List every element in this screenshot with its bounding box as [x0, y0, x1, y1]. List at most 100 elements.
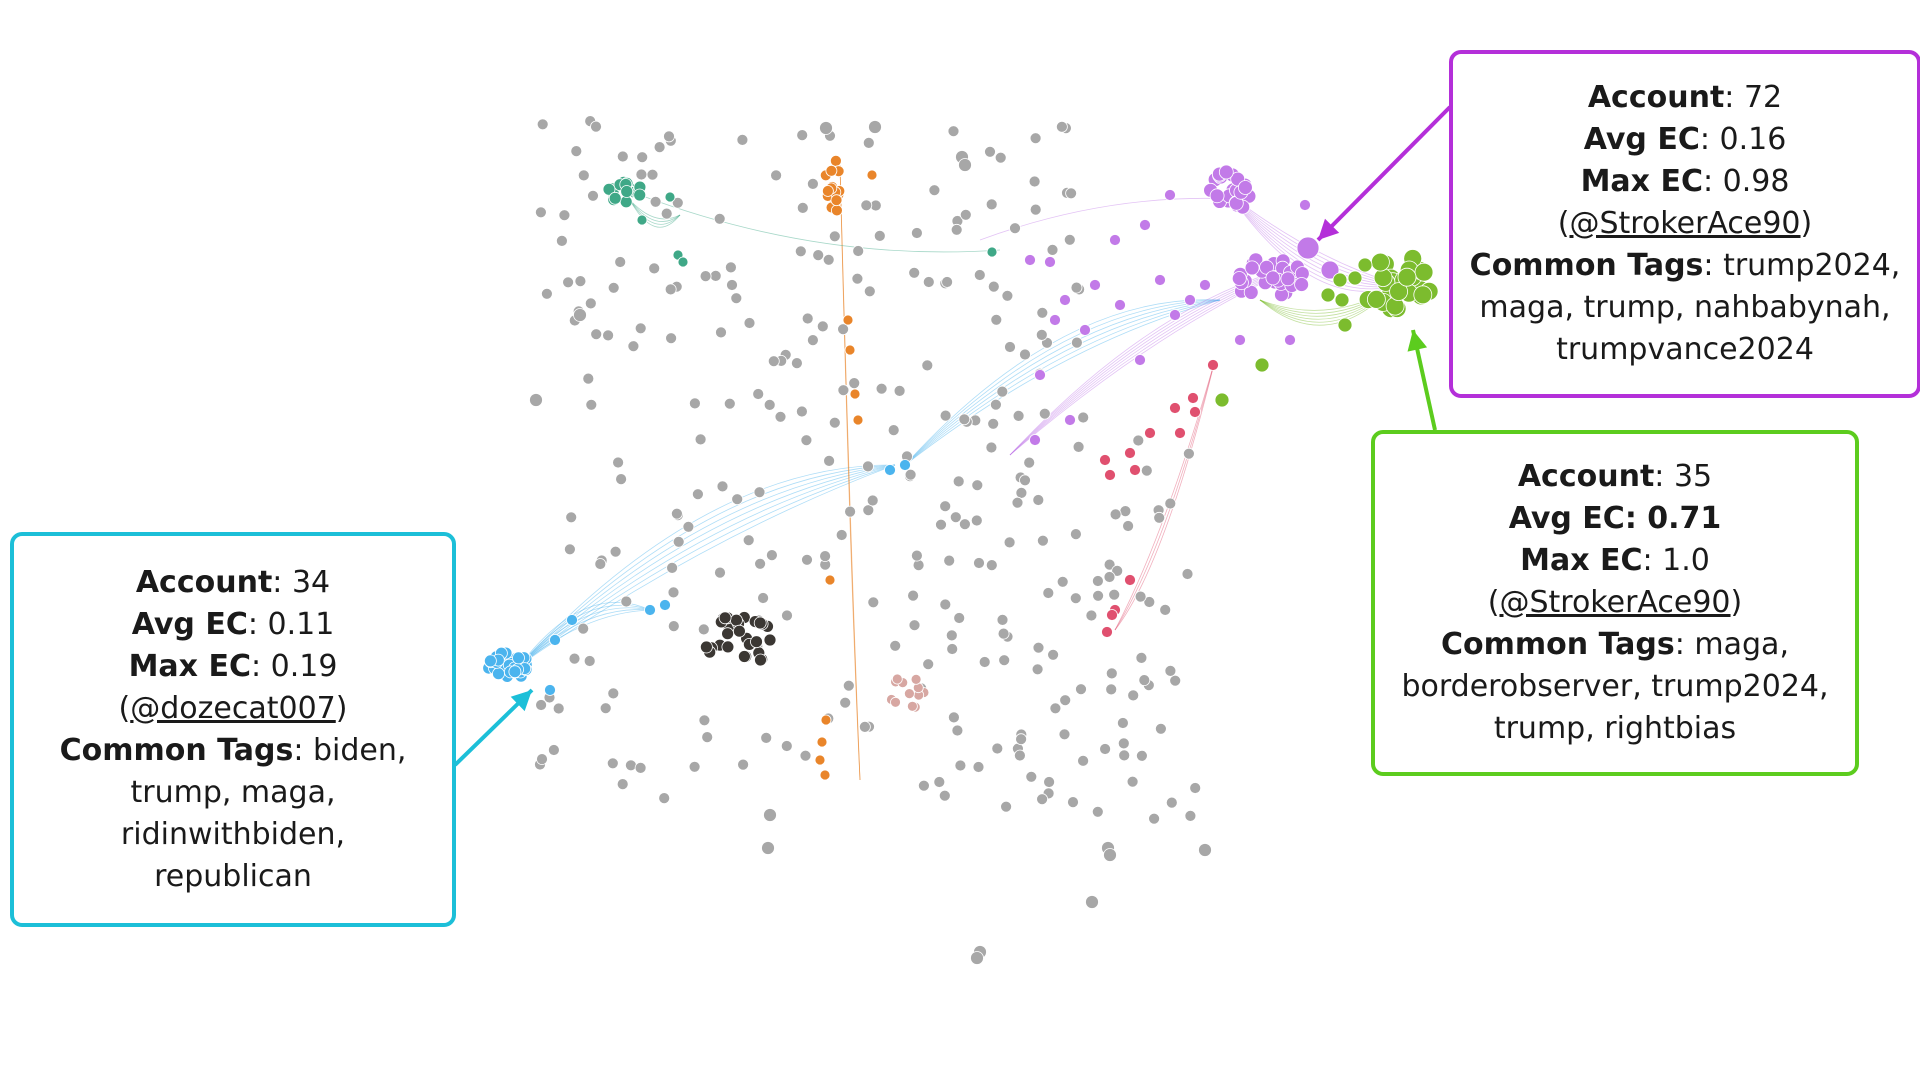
gray-node — [562, 276, 574, 289]
gray-node — [577, 169, 590, 182]
gray-node — [1140, 464, 1153, 477]
gray-node — [570, 145, 583, 158]
blue-cluster-node — [492, 667, 505, 681]
pink-edge — [1114, 359, 1216, 631]
gray-node — [851, 272, 864, 285]
teal-node — [636, 214, 648, 226]
gray-node — [953, 612, 966, 624]
gray-node — [985, 198, 998, 211]
gray-node — [799, 749, 812, 762]
gray-node — [1019, 474, 1031, 487]
purple-node — [1134, 354, 1146, 366]
gray-node — [1025, 770, 1038, 783]
gray-node — [862, 460, 874, 473]
green-cluster-node — [1414, 262, 1434, 282]
gray-node — [1071, 336, 1083, 349]
gray-node — [1065, 187, 1077, 200]
colon: : — [1702, 164, 1723, 199]
gray-node — [933, 776, 946, 788]
blue-edge — [519, 464, 896, 666]
gray-node — [1032, 641, 1045, 654]
gray-node — [1056, 575, 1069, 588]
gray-node — [552, 702, 565, 715]
gray-node — [1109, 508, 1122, 521]
gray-node — [671, 507, 683, 520]
gray-node — [859, 721, 871, 733]
gray-node — [807, 334, 819, 347]
gray-node — [908, 619, 921, 632]
gray-node — [529, 393, 543, 407]
gray-node — [959, 518, 971, 531]
gray-node — [709, 269, 722, 282]
gray-node — [939, 598, 952, 611]
gray-node — [1169, 674, 1182, 687]
gray-node — [763, 808, 777, 822]
purple-cluster-node — [1280, 271, 1296, 287]
max-ec-handle-link[interactable]: @StrokerAce90 — [1569, 206, 1801, 241]
gray-node — [648, 262, 661, 275]
gray-node — [921, 359, 934, 372]
green-node — [1347, 270, 1363, 286]
gray-node — [664, 283, 677, 296]
gray-node — [1103, 558, 1116, 571]
blue-node — [549, 634, 561, 646]
gray-node — [541, 287, 553, 300]
gray-node — [1056, 120, 1068, 133]
max-ec-handle-link[interactable]: @dozecat007 — [130, 690, 336, 726]
colon: : — [272, 564, 292, 600]
purple-cluster-node — [1244, 260, 1260, 276]
gray-node — [636, 151, 649, 164]
blue-cluster-node — [512, 651, 525, 665]
green-node — [1254, 357, 1270, 373]
colon: : — [250, 648, 271, 684]
gray-node — [1105, 667, 1118, 680]
gray-node — [959, 208, 972, 221]
gray-node — [548, 744, 560, 756]
gray-node — [1075, 683, 1087, 696]
gray-node — [1043, 776, 1055, 788]
gray-node — [766, 549, 778, 561]
avg-ec-label: Avg EC — [1508, 501, 1625, 536]
gray-node — [928, 184, 941, 197]
account-label: Account — [1587, 80, 1725, 115]
gray-node — [1103, 571, 1116, 583]
gray-node — [801, 312, 814, 325]
gray-node — [796, 405, 808, 418]
teal-edge — [629, 199, 681, 225]
tags-line-1: maga, — [1694, 627, 1789, 662]
orange-node — [830, 154, 842, 167]
gray-node — [1000, 800, 1012, 813]
gray-node — [1029, 203, 1042, 216]
purple-node — [1089, 279, 1101, 291]
teal-edge — [629, 199, 681, 222]
purple-cluster-node — [1265, 270, 1281, 286]
tags-label: Common Tags — [59, 732, 294, 768]
rose-node — [904, 688, 915, 699]
pink-node — [1129, 464, 1141, 476]
purple-node — [1114, 299, 1126, 311]
gray-node — [1023, 456, 1036, 469]
gray-node — [950, 223, 963, 236]
gray-node — [1085, 895, 1099, 909]
max-ec-handle-link[interactable]: @StrokerAce90 — [1499, 585, 1731, 620]
gray-node — [612, 456, 624, 469]
tags-row: Common Tags: trump2024, — [1470, 245, 1901, 287]
avg-ec-label: Avg EC — [1583, 122, 1700, 157]
gray-node — [763, 398, 776, 411]
gray-node — [574, 275, 587, 288]
green-cluster-node — [1373, 268, 1393, 288]
gray-node — [860, 199, 873, 212]
purple-node — [1234, 334, 1246, 346]
gray-node — [590, 328, 603, 341]
green-cluster-callout: Account: 35 Avg EC: 0.71 Max EC: 1.0 (@S… — [1371, 430, 1859, 776]
open-paren: ( — [118, 690, 131, 726]
purple-node — [1154, 274, 1166, 286]
gray-node — [837, 384, 850, 397]
gray-node — [715, 326, 727, 339]
gray-node — [780, 740, 793, 752]
tags-line-3: trumpvance2024 — [1556, 332, 1814, 367]
gray-node — [713, 212, 726, 225]
gray-node — [1164, 665, 1177, 677]
gray-node — [730, 292, 743, 305]
